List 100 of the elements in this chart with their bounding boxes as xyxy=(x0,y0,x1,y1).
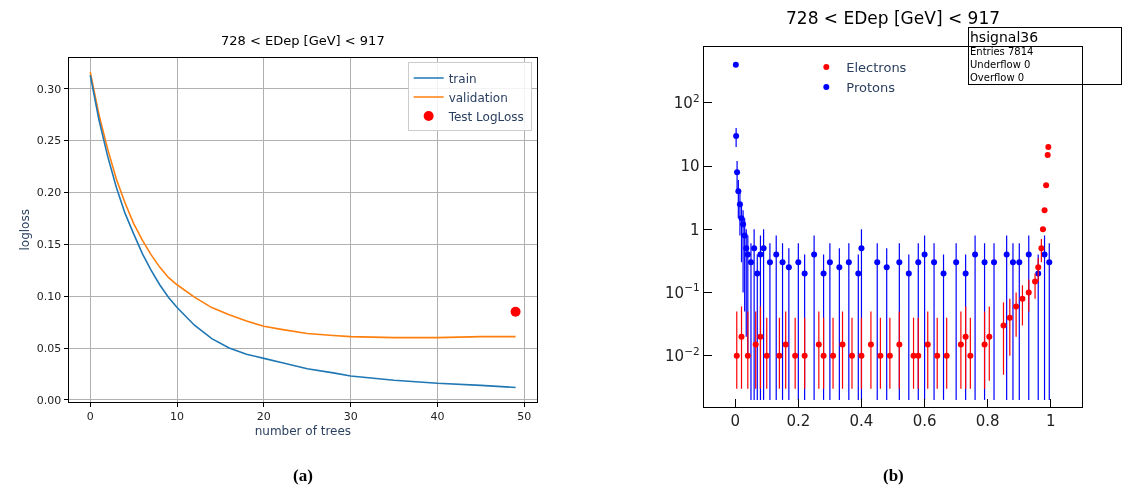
point xyxy=(1006,314,1013,321)
legend-label: train xyxy=(448,71,477,86)
x-tick-label: 0.2 xyxy=(786,411,811,430)
point xyxy=(839,341,846,348)
point xyxy=(743,245,750,252)
point xyxy=(886,352,893,359)
point xyxy=(934,352,941,359)
x-tick-label: 1 xyxy=(1046,411,1056,430)
annotation: Entries 7814 xyxy=(970,46,1034,57)
y-tick-label: 0.05 xyxy=(36,341,62,355)
point xyxy=(1025,289,1032,296)
point xyxy=(836,264,843,271)
point xyxy=(733,132,740,139)
y-tick-label: 0.30 xyxy=(36,82,62,96)
point xyxy=(967,352,974,359)
point xyxy=(924,341,931,348)
point xyxy=(815,341,822,348)
point xyxy=(792,352,799,359)
point xyxy=(858,245,865,252)
y-tick-label: 0.20 xyxy=(36,186,62,200)
point xyxy=(754,270,761,277)
point xyxy=(940,270,947,277)
point xyxy=(1025,251,1032,258)
point xyxy=(1009,259,1016,266)
x-tick-label: 50 xyxy=(517,410,532,424)
y-tick-label: 0.00 xyxy=(36,393,62,407)
point xyxy=(943,352,950,359)
y-tick-label: 10 xyxy=(680,157,700,176)
point xyxy=(735,188,742,195)
point xyxy=(1038,245,1045,252)
point xyxy=(1003,251,1010,258)
y-tick-label: 10$^{−2}$ xyxy=(665,344,700,365)
y-axis-title: logloss xyxy=(18,209,33,251)
point xyxy=(981,341,988,348)
point xyxy=(1046,259,1053,266)
x-axis-title: number of trees xyxy=(254,424,352,439)
point xyxy=(915,259,922,266)
x-tick-label: 0.6 xyxy=(912,411,937,430)
point xyxy=(1000,322,1007,329)
point xyxy=(981,259,988,266)
point xyxy=(779,259,786,266)
point xyxy=(734,169,741,176)
x-tick-label: 20 xyxy=(256,410,271,424)
point xyxy=(744,352,751,359)
point xyxy=(1032,278,1039,285)
text: hsignal36 xyxy=(970,29,1039,45)
point xyxy=(1041,251,1048,258)
x-tick-label: 0.4 xyxy=(849,411,874,430)
point xyxy=(962,333,969,340)
legend-label: Test LogLoss xyxy=(447,109,524,124)
point xyxy=(757,333,764,340)
x-tick-label: 0.8 xyxy=(975,411,1000,430)
chart-title: 728 < EDep [GeV] < 917 xyxy=(221,33,385,48)
x-tick-label: 30 xyxy=(343,410,358,424)
point xyxy=(738,215,745,222)
point xyxy=(877,352,884,359)
y-tick-label: 10$^{2}$ xyxy=(673,91,700,113)
point xyxy=(820,270,827,277)
y-tick-label: 0.25 xyxy=(36,134,62,148)
point xyxy=(874,259,881,266)
point xyxy=(915,352,922,359)
point xyxy=(757,251,764,258)
point xyxy=(773,251,780,258)
text: (a) xyxy=(293,466,313,485)
point xyxy=(738,333,745,340)
point xyxy=(785,264,792,271)
x-tick-label: 40 xyxy=(430,410,445,424)
point xyxy=(830,352,837,359)
point xyxy=(931,259,938,266)
point xyxy=(744,251,751,258)
point xyxy=(1016,259,1023,266)
annotation: Underflow 0 xyxy=(970,59,1031,70)
point xyxy=(921,251,928,258)
point xyxy=(782,341,789,348)
point xyxy=(820,352,827,359)
point xyxy=(855,270,862,277)
point xyxy=(776,352,783,359)
point xyxy=(957,341,964,348)
point xyxy=(736,201,743,208)
point xyxy=(747,259,754,266)
x-tick-label: 0 xyxy=(86,410,94,424)
annotation: Overflow 0 xyxy=(970,72,1025,83)
x-tick-label: 0 xyxy=(730,411,740,430)
point xyxy=(801,270,808,277)
point xyxy=(741,232,748,239)
point xyxy=(760,245,767,252)
chart-title: 728 < EDep [GeV] < 917 xyxy=(786,8,1001,28)
legend-label: Protons xyxy=(846,80,896,96)
point xyxy=(1035,264,1042,271)
y-tick-label: 0.15 xyxy=(36,238,62,252)
point xyxy=(848,352,855,359)
point xyxy=(766,259,773,266)
point xyxy=(740,221,747,228)
legend-label: Electrons xyxy=(846,60,907,76)
point xyxy=(795,259,802,266)
point xyxy=(811,251,818,258)
point xyxy=(801,352,808,359)
point xyxy=(905,270,912,277)
y-tick-label: 0.10 xyxy=(36,290,62,303)
point xyxy=(972,251,979,258)
